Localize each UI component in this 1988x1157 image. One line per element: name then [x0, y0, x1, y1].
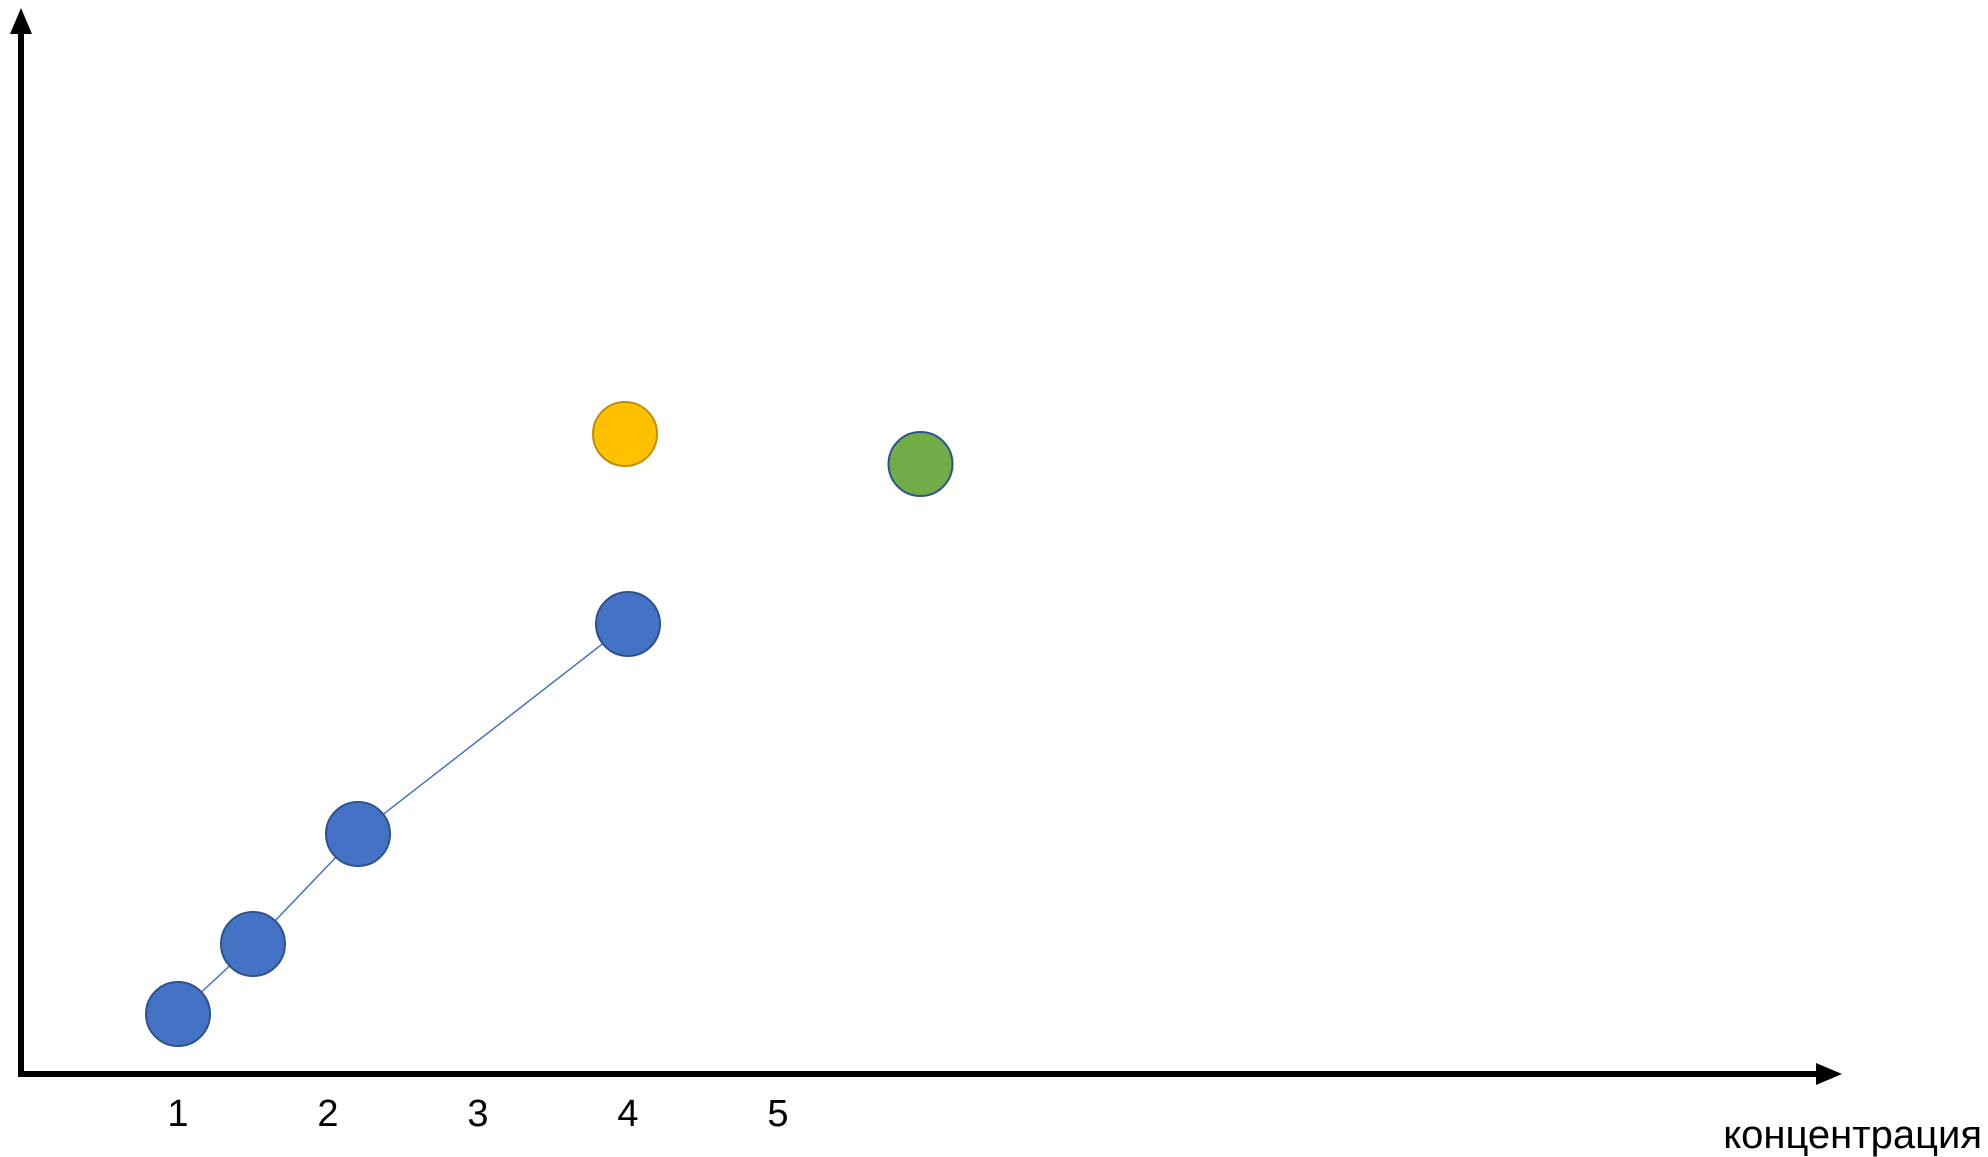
x-axis-label: концентрация [1723, 1113, 1982, 1157]
series-line [177, 623, 629, 1015]
data-point [595, 591, 661, 657]
x-tick-label: 4 [617, 1093, 638, 1135]
data-point [325, 801, 391, 867]
axes [10, 8, 1842, 1085]
x-tick-label: 5 [767, 1093, 788, 1135]
data-point [145, 981, 211, 1047]
y-axis-arrow [10, 8, 32, 34]
data-point [592, 401, 658, 467]
series-lines [177, 623, 629, 1015]
x-tick-label: 3 [467, 1093, 488, 1135]
series-points [145, 401, 954, 1047]
x-tick-label: 1 [167, 1093, 188, 1135]
data-point [220, 911, 286, 977]
x-tick-labels: 1 2 3 4 5 [167, 1093, 788, 1135]
data-point [887, 431, 954, 497]
x-tick-label: 2 [317, 1093, 338, 1135]
x-axis-arrow [1816, 1063, 1842, 1085]
